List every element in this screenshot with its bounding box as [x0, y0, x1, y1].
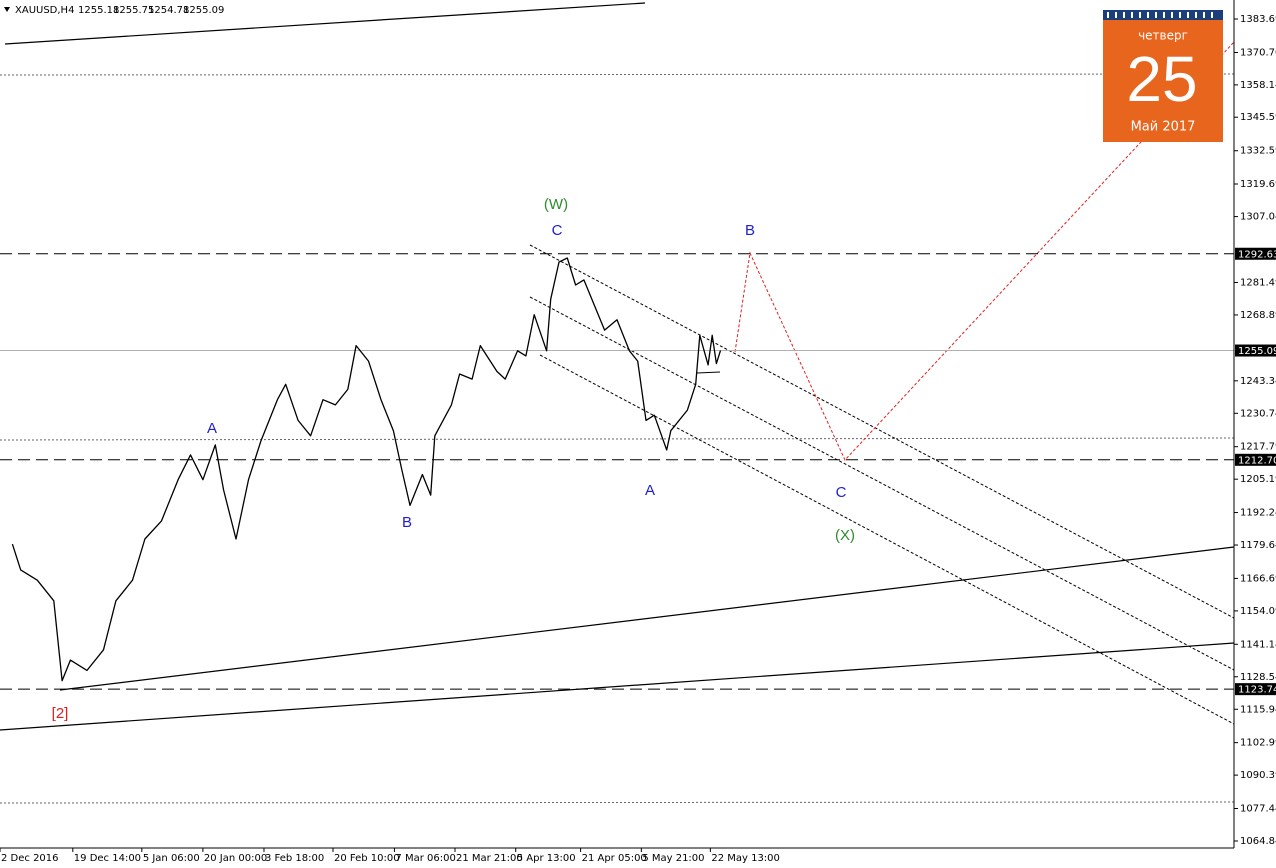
price-box-label: 1123.74 [1238, 685, 1276, 696]
x-tick-label: 20 Feb 10:00 [334, 853, 400, 864]
price-box [1235, 247, 1276, 260]
ohlc-open: 1255.18 [78, 5, 119, 16]
y-tick-label: 1230.74 [1240, 408, 1276, 419]
y-tick-label: 1179.64 [1240, 540, 1276, 551]
wave-label: B [745, 222, 755, 239]
x-tick-label: 5 Jan 06:00 [143, 853, 200, 864]
price-box-label: 1212.70 [1238, 455, 1276, 466]
levels [0, 253, 1234, 690]
menu-icon[interactable] [4, 7, 10, 12]
y-tick-label: 1090.39 [1240, 770, 1276, 781]
x-tick-label: 5 Apr 13:00 [517, 853, 576, 864]
x-tick-label: 19 Dec 14:00 [74, 853, 141, 864]
y-tick-label: 1217.79 [1240, 442, 1276, 453]
y-tick-label: 1102.99 [1240, 738, 1276, 749]
ohlc-low: 1254.78 [148, 5, 189, 16]
price-axis [1234, 0, 1276, 868]
axes: 1383.69 1370.70 1358.14 1345.59 1332.59 1319.… [0, 14, 1276, 864]
ohlc-close: 1255.09 [183, 5, 224, 16]
plot [11, 257, 722, 682]
dotted-level [0, 437, 1235, 441]
channel-line [529, 244, 1235, 619]
y-tick-label: 1115.94 [1240, 704, 1276, 715]
y-tick-label: 1383.69 [1240, 14, 1276, 25]
wave-label: B [402, 514, 412, 531]
trend-line [4, 2, 646, 45]
y-tick-label: 1281.49 [1240, 277, 1276, 288]
wave-label: (X) [835, 527, 855, 544]
x-tick-label: 3 Feb 18:00 [265, 853, 324, 864]
price-box [1235, 453, 1276, 466]
trend-line [59, 546, 1235, 691]
y-tick-label: 1358.14 [1240, 80, 1276, 91]
wave-label: (W) [544, 196, 568, 213]
dotted-level [0, 73, 1235, 76]
calendar-body [1103, 10, 1223, 142]
x-tick-label: 20 Jan 00:00 [204, 853, 267, 864]
y-tick-label: 1370.70 [1240, 47, 1276, 58]
price-line [11, 257, 722, 682]
calendar-weekday: четверг [1138, 29, 1188, 43]
price-box [1235, 344, 1276, 357]
time-axis [0, 848, 1276, 868]
y-tick-label: 1268.89 [1240, 310, 1276, 321]
channel-line [529, 296, 1235, 671]
y-tick-label: 1332.59 [1240, 146, 1276, 157]
wave-label: A [207, 420, 217, 437]
price-box-label: 1255.09 [1238, 346, 1276, 357]
x-tick-label: 21 Apr 05:00 [582, 853, 647, 864]
y-tick-label: 1307.04 [1240, 212, 1276, 223]
y-tick-label: 1192.24 [1240, 508, 1276, 519]
x-tick-label: 21 Mar 21:00 [456, 853, 523, 864]
x-tick-label: 7 Mar 06:00 [395, 853, 455, 864]
drawings [0, 2, 1235, 804]
y-tick-label: 1205.19 [1240, 474, 1276, 485]
wave-label: C [836, 484, 847, 501]
y-tick-label: 1243.34 [1240, 376, 1276, 387]
x-tick-label: 5 May 21:00 [642, 853, 704, 864]
y-tick-label: 1345.59 [1240, 112, 1276, 123]
price-box [1235, 683, 1276, 696]
y-tick-label: 1077.44 [1240, 804, 1276, 815]
ohlc-high: 1255.75 [113, 5, 154, 16]
short-line [696, 371, 721, 374]
x-tick-label: 22 May 13:00 [711, 853, 780, 864]
y-tick-label: 1319.69 [1240, 179, 1276, 190]
calendar-day: 25 [1126, 43, 1197, 115]
dotted-level [0, 801, 1235, 804]
wave-label: A [645, 482, 655, 499]
wave-label: [2] [52, 705, 69, 722]
x-tick-label: 2 Dec 2016 [1, 853, 59, 864]
y-tick-label: 1064.84 [1240, 836, 1276, 847]
forecast-path [734, 41, 1235, 461]
trend-line [0, 642, 1235, 731]
channel-line [539, 354, 1235, 725]
calendar-widget: четверг 25 Май 2017 [1103, 10, 1223, 142]
y-tick-label: 1141.14 [1240, 639, 1276, 650]
price-box-label: 1292.63 [1238, 249, 1276, 260]
wave-label: C [552, 222, 563, 239]
calendar-month: Май 2017 [1131, 120, 1196, 135]
y-tick-label: 1166.69 [1240, 573, 1276, 584]
symbol: XAUUSD,H4 [15, 5, 74, 16]
y-tick-label: 1128.54 [1240, 672, 1276, 683]
y-tick-label: 1154.09 [1240, 606, 1276, 617]
